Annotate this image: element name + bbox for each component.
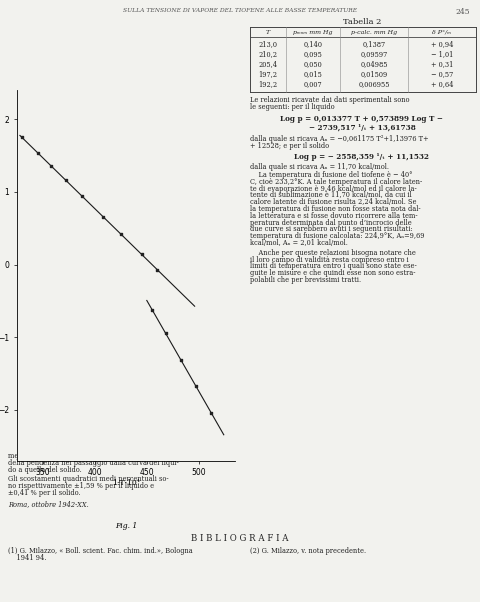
Point (154, 265, 161, 275)
Text: no rispettivamente ±1,59 % per il liquido e: no rispettivamente ±1,59 % per il liquid… (8, 482, 154, 490)
Text: 210,2: 210,2 (259, 50, 277, 58)
X-axis label: 1:T·10⁴: 1:T·10⁴ (112, 479, 140, 486)
Text: 0,140: 0,140 (303, 40, 323, 48)
Text: Log p = 0,013377 T + 0,573899 Log T −: Log p = 0,013377 T + 0,573899 Log T − (280, 115, 444, 123)
Text: tente di sublimazione è 11,70 kcal/mol, da cui il: tente di sublimazione è 11,70 kcal/mol, … (250, 191, 412, 199)
Text: dalla quale si ricava Aₙ = −0,061175 T²+1,13976 T+: dalla quale si ricava Aₙ = −0,061175 T²+… (250, 135, 429, 143)
Text: La temperatura di fusione del tiofene è − 40°: La temperatura di fusione del tiofene è … (250, 171, 412, 179)
Text: la temperatura di fusione non fosse stata nota dal-: la temperatura di fusione non fosse stat… (250, 205, 420, 213)
Text: temperatura di fusione calcolata: 224,9°K, Aₙ=9,69: temperatura di fusione calcolata: 224,9°… (250, 232, 424, 240)
Point (148, 305, 156, 314)
Text: do a quella del solido.: do a quella del solido. (8, 465, 82, 474)
Text: Le relazioni ricavate dai dati sperimentali sono: Le relazioni ricavate dai dati speriment… (250, 96, 409, 104)
Text: Tabella 2: Tabella 2 (343, 18, 381, 26)
Text: + 0,31: + 0,31 (431, 60, 453, 68)
Text: 205,4: 205,4 (258, 60, 277, 68)
Text: T: T (266, 30, 270, 35)
Text: 1941 94.: 1941 94. (8, 554, 47, 562)
Text: δ P°/ₘ: δ P°/ₘ (432, 30, 452, 35)
Text: 0,007: 0,007 (304, 80, 322, 88)
Text: guite le misure e che quindi esse non sono estra-: guite le misure e che quindi esse non so… (250, 269, 416, 277)
Text: 197,2: 197,2 (259, 70, 277, 78)
Text: il loro campo di validità resta compreso entro i: il loro campo di validità resta compreso… (250, 256, 409, 264)
Text: calore latente di fusione risulta 2,24 kcal/mol. Se: calore latente di fusione risulta 2,24 k… (250, 198, 417, 206)
Text: 0,006955: 0,006955 (358, 80, 390, 88)
Text: − 2739,517 ¹/ₜ + 13,61738: − 2739,517 ¹/ₜ + 13,61738 (309, 124, 415, 132)
Text: 0,09597: 0,09597 (360, 50, 388, 58)
Point (192, 381, 200, 391)
Text: + 0,94: + 0,94 (431, 40, 453, 48)
Text: polabili che per brevissimi tratti.: polabili che per brevissimi tratti. (250, 276, 361, 284)
Text: C, cioè 233,2°K. A tale temperatura il calore laten-: C, cioè 233,2°K. A tale temperatura il c… (250, 178, 422, 186)
Point (47, 161, 55, 171)
Text: 0,050: 0,050 (304, 60, 323, 68)
Point (79, 191, 86, 201)
Text: 0,095: 0,095 (303, 50, 323, 58)
Text: (2) G. Milazzo, v. nota precedente.: (2) G. Milazzo, v. nota precedente. (250, 547, 366, 555)
Text: B I B L I O G R A F I A: B I B L I O G R A F I A (191, 534, 289, 543)
Text: Anche per queste relazioni bisogna notare che: Anche per queste relazioni bisogna notar… (250, 249, 416, 257)
Text: 192,2: 192,2 (258, 80, 277, 88)
Text: menti non riconoscibile data la minima variazione: menti non riconoscibile data la minima v… (8, 452, 177, 460)
Point (162, 328, 169, 338)
Point (207, 408, 215, 418)
Text: ±0,41 % per il solido.: ±0,41 % per il solido. (8, 489, 81, 497)
Text: + 0,64: + 0,64 (431, 80, 453, 88)
Text: le seguenti: per il liquido: le seguenti: per il liquido (250, 103, 335, 111)
Text: 245: 245 (456, 8, 470, 16)
Text: kcal/mol, Aₙ = 2,01 kcal/mol.: kcal/mol, Aₙ = 2,01 kcal/mol. (250, 239, 348, 247)
Point (99, 212, 107, 222)
Point (18, 132, 26, 142)
Text: due curve si sarebbero avuti i seguenti risultati:: due curve si sarebbero avuti i seguenti … (250, 225, 413, 234)
Text: (1) G. Milazzo, « Boll. scient. Fac. chim. ind.», Bologna: (1) G. Milazzo, « Boll. scient. Fac. chi… (8, 547, 193, 555)
Text: dalla quale si ricava Aₙ = 11,70 kcal/mol.: dalla quale si ricava Aₙ = 11,70 kcal/mo… (250, 163, 389, 171)
Point (177, 356, 185, 365)
Text: pₘₙₘ mm Hg: pₘₙₘ mm Hg (293, 30, 333, 35)
Text: + 12528; e per il solido: + 12528; e per il solido (250, 142, 329, 150)
Text: Gli scostamenti quadratici medi percentuali so-: Gli scostamenti quadratici medi percentu… (8, 476, 168, 483)
Point (138, 250, 145, 259)
Text: Roma, ottobre 1942-XX.: Roma, ottobre 1942-XX. (8, 500, 89, 508)
Text: Fig. 1: Fig. 1 (115, 521, 137, 530)
Text: 213,0: 213,0 (259, 40, 277, 48)
Text: peratura determinata dal punto d’incrocio delle: peratura determinata dal punto d’incroci… (250, 219, 412, 226)
Text: la letteratura e si fosse dovuto ricorrere alla tem-: la letteratura e si fosse dovuto ricorre… (250, 212, 418, 220)
Text: − 0,57: − 0,57 (431, 70, 453, 78)
Text: 0,01509: 0,01509 (360, 70, 388, 78)
Point (117, 229, 125, 239)
Text: della pendenza nel passaggio dalla curva del liqui-: della pendenza nel passaggio dalla curva… (8, 459, 179, 467)
Point (34, 148, 41, 158)
Text: 0,04985: 0,04985 (360, 60, 388, 68)
Text: te di evaporazione è 9,46 kcal/mol ed il calore la-: te di evaporazione è 9,46 kcal/mol ed il… (250, 185, 417, 193)
Text: SULLA TENSIONE DI VAPORE DEL TIOFENE ALLE BASSE TEMPERATURE: SULLA TENSIONE DI VAPORE DEL TIOFENE ALL… (123, 8, 357, 13)
Text: limiti di temperatura entro i quali sono state ese-: limiti di temperatura entro i quali sono… (250, 262, 417, 270)
Text: Log p = − 2558,359 ¹/ₜ + 11,1532: Log p = − 2558,359 ¹/ₜ + 11,1532 (295, 153, 430, 161)
Text: 0,015: 0,015 (303, 70, 323, 78)
Text: p-calc. mm Hg: p-calc. mm Hg (351, 30, 397, 35)
Text: − 1,01: − 1,01 (431, 50, 453, 58)
Point (62, 175, 70, 185)
Text: 0,1387: 0,1387 (362, 40, 385, 48)
